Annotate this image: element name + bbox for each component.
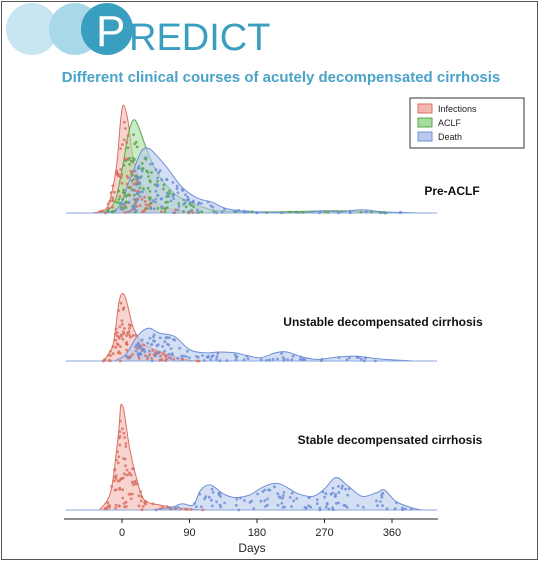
dots-infections-2 bbox=[103, 419, 205, 512]
legend-label-aclf: ACLF bbox=[438, 118, 462, 128]
dots-death-1 bbox=[125, 333, 377, 363]
group-label-1: Unstable decompensated cirrhosis bbox=[283, 315, 483, 329]
group-label-2: Stable decompensated cirrhosis bbox=[298, 433, 483, 447]
x-tick-label-0: 0 bbox=[119, 527, 125, 539]
x-tick-label-90: 90 bbox=[183, 527, 195, 539]
x-tick-label-180: 180 bbox=[248, 527, 266, 539]
legend-label-infections: Infections bbox=[438, 104, 477, 114]
density-infections-2 bbox=[98, 403, 205, 511]
density-death-0 bbox=[99, 147, 423, 214]
x-axis: 0 90 180 270 360 Days bbox=[64, 518, 438, 555]
legend: Infections ACLF Death bbox=[409, 97, 525, 149]
density-death-2 bbox=[151, 476, 423, 511]
chart-title: Different clinical courses of acutely de… bbox=[62, 69, 500, 86]
x-tick-label-270: 270 bbox=[315, 527, 333, 539]
ridge-group-1 bbox=[65, 293, 437, 362]
group-labels: Pre-ACLF Unstable decompensated cirrhosis… bbox=[283, 184, 483, 447]
x-tick-label-360: 360 bbox=[383, 527, 401, 539]
logo: P REDICT bbox=[6, 3, 270, 59]
density-death-1 bbox=[112, 327, 415, 362]
jitter-points bbox=[98, 120, 413, 512]
legend-swatch-death bbox=[417, 131, 433, 142]
dots-death-2 bbox=[154, 484, 413, 512]
logo-circle-3 bbox=[81, 3, 133, 55]
legend-swatch-aclf bbox=[417, 117, 433, 128]
group-label-0: Pre-ACLF bbox=[424, 184, 479, 198]
legend-items: Infections ACLF Death bbox=[417, 103, 477, 142]
legend-label-death: Death bbox=[438, 132, 462, 142]
ridge-group-2 bbox=[65, 403, 437, 511]
ridges bbox=[65, 104, 437, 511]
logo-text: REDICT bbox=[129, 17, 270, 59]
ridge-group-0 bbox=[65, 104, 437, 214]
logo-circle-1 bbox=[6, 3, 58, 55]
dots-death-0 bbox=[113, 156, 403, 215]
x-axis-label: Days bbox=[238, 541, 265, 555]
legend-swatch-infections bbox=[417, 103, 433, 114]
x-ticks: 0 90 180 270 360 bbox=[119, 519, 401, 539]
logo-p-glyph: P bbox=[96, 7, 125, 56]
